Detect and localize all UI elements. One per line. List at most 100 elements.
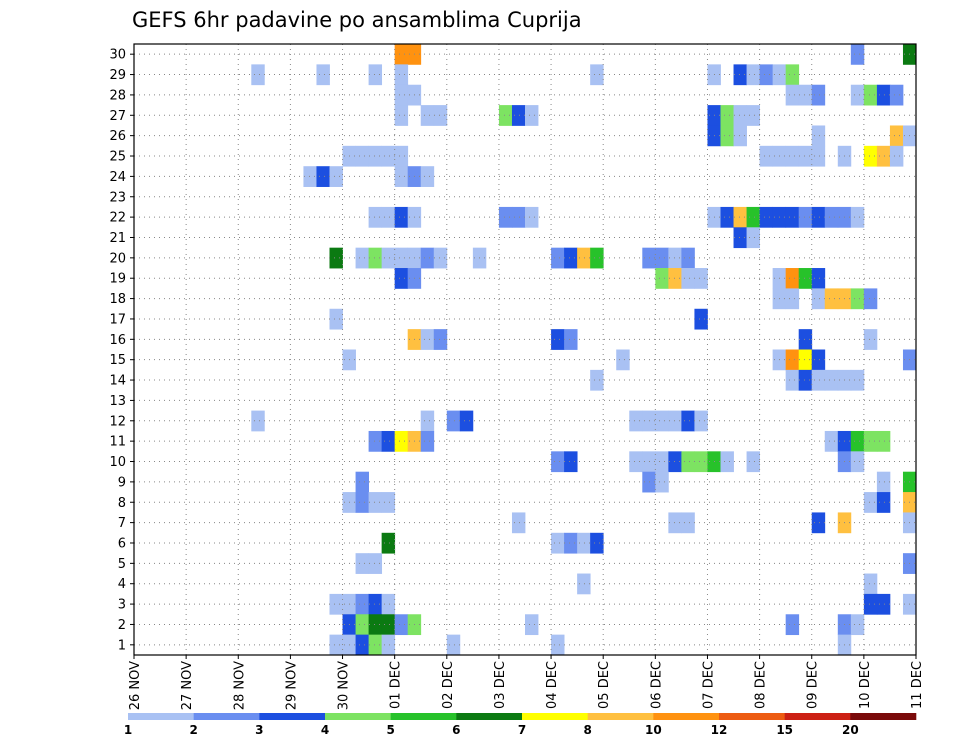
legend-label: 12 (711, 723, 728, 737)
heatmap-cell (759, 206, 774, 228)
heatmap-cell (564, 247, 578, 269)
heatmap-cell (381, 492, 396, 513)
heatmap-cell (681, 451, 695, 473)
heatmap-cell (420, 329, 435, 350)
heatmap-cell (355, 614, 369, 636)
heatmap-cell (668, 410, 682, 432)
x-tick-label: 10 DEC (858, 661, 873, 709)
heatmap-cell (733, 206, 747, 228)
y-tick-label: 20 (109, 251, 126, 266)
heatmap-cell (824, 206, 839, 228)
heatmap-cell (889, 145, 904, 167)
heatmap-cell (368, 634, 383, 656)
x-tick-label: 06 DEC (649, 661, 664, 709)
legend-swatch (390, 713, 457, 720)
y-tick-label: 30 (109, 48, 126, 63)
legend-label: 4 (321, 723, 329, 737)
heatmap-cell (329, 308, 343, 330)
heatmap-cell (785, 369, 800, 391)
heatmap-cell (876, 471, 891, 493)
heatmap-cell (394, 614, 409, 636)
heatmap-cell (381, 593, 396, 615)
y-tick-label: 18 (109, 292, 126, 307)
heatmap-cell (590, 532, 604, 554)
heatmap-cell (551, 634, 565, 656)
y-tick-label: 5 (118, 557, 126, 572)
heatmap-cell (746, 227, 760, 249)
x-tick-label: 29 NOV (284, 661, 299, 710)
heatmap-cell (746, 64, 760, 86)
heatmap-cell (498, 105, 513, 126)
heatmap-cell (394, 105, 409, 126)
heatmap-cell (694, 451, 708, 473)
heatmap-cell (694, 268, 708, 289)
x-axis: 26 NOV 27 NOV 28 NOV 29 NOV 30 NOV 01 DEC 02 D… (128, 655, 925, 710)
heatmap-cell (655, 247, 669, 269)
y-tick-label: 23 (109, 190, 126, 205)
y-tick-label: 24 (109, 170, 126, 185)
heatmap-cell (368, 492, 383, 513)
x-tick-label: 28 NOV (232, 661, 247, 710)
heatmap-cell (785, 206, 800, 228)
y-tick-label: 19 (109, 272, 126, 287)
heatmap-cell (876, 145, 891, 167)
heatmap-cell (863, 84, 878, 106)
heatmap-cell (420, 166, 435, 187)
heatmap-cell (655, 451, 669, 473)
y-tick-label: 10 (109, 455, 126, 470)
heatmap-cell (590, 64, 604, 86)
legend-swatch (456, 713, 523, 720)
heatmap-cell (381, 532, 396, 554)
y-tick-label: 21 (109, 231, 126, 246)
heatmap-cell (798, 206, 813, 228)
legend-swatch (653, 713, 720, 720)
heatmap-cell (329, 634, 343, 656)
heatmap-cell (798, 268, 813, 289)
legend-label: 8 (583, 723, 591, 737)
heatmap-cell (798, 349, 813, 371)
heatmap-cell (511, 105, 526, 126)
heatmap-cell (564, 451, 578, 473)
legend-label: 10 (645, 723, 662, 737)
heatmap-cell (394, 247, 409, 269)
heatmap-cell (368, 593, 383, 615)
heatmap-cell (525, 206, 539, 228)
heatmap-cell (876, 593, 891, 615)
y-tick-label: 27 (109, 109, 126, 124)
legend-swatch (259, 713, 326, 720)
y-tick-label: 9 (118, 475, 126, 490)
heatmap-cell (355, 471, 369, 493)
heatmap-cell (681, 247, 695, 269)
heatmap-cell (811, 369, 826, 391)
heatmap-cells (251, 44, 917, 656)
heatmap-cell (420, 410, 435, 432)
heatmap-cell (824, 369, 839, 391)
heatmap-cell (876, 430, 891, 452)
heatmap-cell (303, 166, 317, 187)
heatmap-cell (850, 44, 865, 65)
heatmap-cell (785, 288, 800, 310)
heatmap-cell (850, 369, 865, 391)
heatmap-cell (850, 84, 865, 106)
heatmap-cell (251, 410, 265, 432)
legend-label: 3 (255, 723, 263, 737)
heatmap-cell (850, 451, 865, 473)
heatmap-cell (785, 64, 800, 86)
heatmap-cell (355, 634, 369, 656)
heatmap-cell (368, 206, 383, 228)
y-tick-label: 15 (109, 353, 126, 368)
y-tick-label: 1 (118, 638, 126, 653)
heatmap-cell (746, 105, 760, 126)
heatmap-cell (564, 329, 578, 350)
heatmap-cell (889, 84, 904, 106)
heatmap-cell (785, 614, 800, 636)
y-tick-label: 13 (109, 394, 126, 409)
heatmap-cell (863, 573, 878, 595)
legend-label: 5 (386, 723, 394, 737)
heatmap-cell (733, 64, 747, 86)
heatmap-cell (681, 268, 695, 289)
heatmap-cell (850, 614, 865, 636)
heatmap-cell (863, 329, 878, 350)
y-tick-label: 4 (118, 577, 126, 592)
y-tick-label: 26 (109, 129, 126, 144)
